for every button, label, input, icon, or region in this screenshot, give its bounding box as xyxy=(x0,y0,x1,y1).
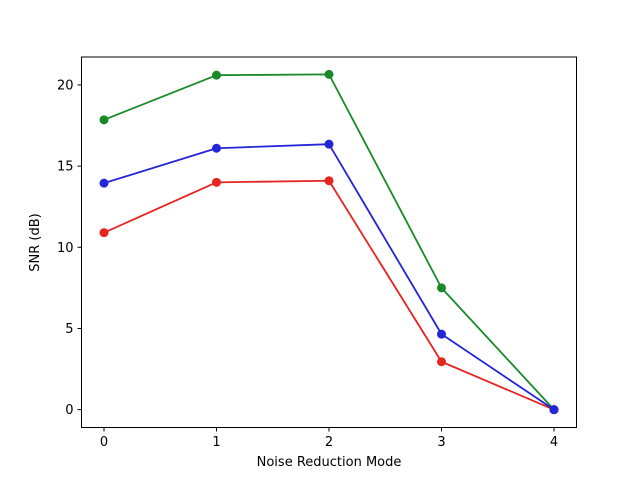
x-tick-label: 1 xyxy=(212,435,220,450)
data-point-green xyxy=(437,283,446,293)
data-point-red xyxy=(99,228,109,238)
data-point-blue xyxy=(324,139,334,149)
data-point-red xyxy=(437,357,446,367)
y-tick-label: 0 xyxy=(65,403,73,418)
x-axis-label: Noise Reduction Mode xyxy=(257,455,402,470)
data-point-blue xyxy=(549,405,559,415)
data-point-green xyxy=(212,70,221,80)
data-point-blue xyxy=(99,178,109,188)
data-point-green xyxy=(99,115,109,125)
y-axis-label: SNR (dB) xyxy=(28,213,43,271)
y-tick-label: 10 xyxy=(57,241,74,256)
data-point-blue xyxy=(212,143,221,153)
data-point-red xyxy=(324,176,334,186)
data-point-blue xyxy=(437,329,446,339)
x-tick-label: 4 xyxy=(550,435,558,450)
x-tick-label: 0 xyxy=(100,435,108,450)
data-point-green xyxy=(324,69,334,79)
data-point-red xyxy=(212,177,221,187)
x-tick-label: 3 xyxy=(437,435,445,450)
plot-area: 0 1 2 3 4 0 5 10 15 20 xyxy=(57,56,577,450)
x-tick-label: 2 xyxy=(325,435,333,450)
y-tick-label: 20 xyxy=(57,78,74,93)
y-tick-label: 5 xyxy=(65,322,73,337)
axes-frame xyxy=(81,56,577,428)
y-tick-label: 15 xyxy=(57,160,74,175)
